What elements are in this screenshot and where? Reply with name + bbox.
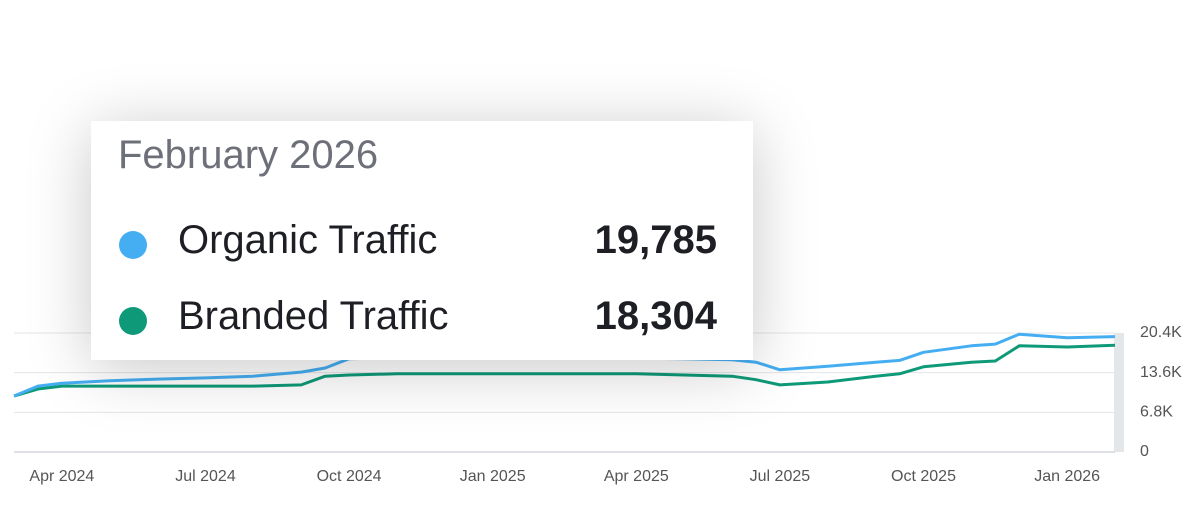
legend-dot <box>119 231 147 259</box>
tooltip-value: 18,304 <box>594 294 717 338</box>
y-tick-label: 13.6K <box>1140 364 1182 381</box>
hover-band <box>1114 333 1124 452</box>
x-tick-label: Jul 2025 <box>750 468 811 485</box>
series-line <box>13 343 1116 398</box>
y-tick-label: 20.4K <box>1140 324 1182 341</box>
tooltip-value: 19,785 <box>594 218 717 262</box>
x-tick-label: Jan 2025 <box>460 468 526 485</box>
legend-dot <box>119 307 147 335</box>
x-tick-label: Apr 2025 <box>604 468 669 485</box>
tooltip-title: February 2026 <box>118 133 379 177</box>
y-tick-label: 0 <box>1140 443 1149 460</box>
legend-label: Organic Traffic <box>178 218 438 262</box>
tooltip-row: Branded Traffic 18,304 <box>115 294 717 344</box>
x-tick-label: Jul 2024 <box>175 468 236 485</box>
x-tick-label: Oct 2025 <box>891 468 956 485</box>
x-tick-label: Oct 2024 <box>317 468 382 485</box>
tooltip: February 2026 Organic Traffic 19,785 Brand… <box>91 121 753 360</box>
x-tick-label: Jan 2026 <box>1034 468 1100 485</box>
x-tick-label: Apr 2024 <box>29 468 94 485</box>
tooltip-row: Organic Traffic 19,785 <box>115 218 717 268</box>
y-tick-label: 6.8K <box>1140 404 1173 421</box>
legend-label: Branded Traffic <box>178 294 449 338</box>
